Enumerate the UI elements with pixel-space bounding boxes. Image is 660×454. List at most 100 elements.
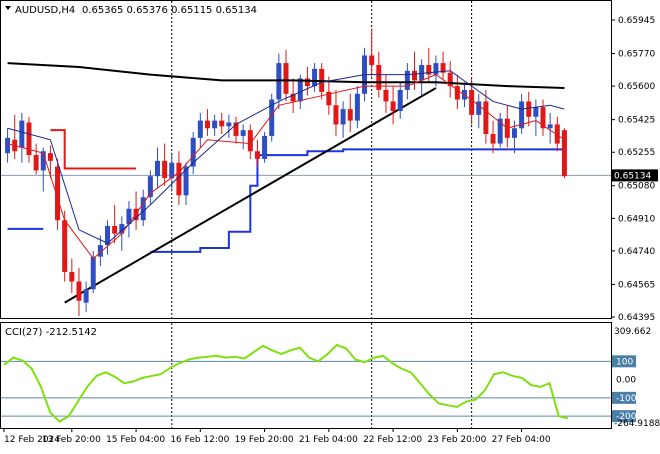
collapse-arrow-icon[interactable] (5, 6, 11, 10)
bull-candle (476, 101, 482, 115)
bull-candle (419, 65, 425, 81)
bull-candle (404, 70, 410, 90)
bear-candle (383, 89, 389, 102)
bull-candle (169, 162, 175, 179)
bull-candle (212, 120, 218, 129)
bull-candle (547, 124, 553, 129)
time-tick-label: 21 Feb 04:00 (299, 435, 358, 445)
bull-candle (226, 122, 232, 127)
grid (171, 1, 473, 428)
current-price-label: 0.65134 (614, 171, 651, 181)
indicator-scale-top: 309.662 (614, 327, 651, 337)
bear-candle (26, 122, 32, 156)
main-chart-frame (0, 0, 612, 319)
bull-candle (340, 109, 346, 125)
cci-level-badge (612, 391, 636, 404)
bull-candle (511, 128, 517, 138)
bear-candle (483, 101, 489, 135)
bear-candle (62, 220, 68, 272)
price-tick-label: 0.64740 (618, 247, 655, 257)
bear-candle (162, 160, 168, 179)
bull-candle (354, 93, 360, 121)
bull-candle (497, 118, 503, 144)
bear-candle (176, 162, 182, 196)
bull-candle (240, 130, 246, 136)
bull-candle (5, 137, 11, 154)
bull-candle (40, 151, 46, 171)
ohlc-readout: 0.65365 0.65376 0.65115 0.65134 (82, 5, 257, 16)
bear-candle (133, 208, 139, 221)
cci-level-badge (612, 355, 636, 368)
bull-candle (147, 176, 153, 198)
bull-candle (83, 289, 89, 303)
bear-candle (290, 93, 296, 102)
symbol-label: AUDUSD,H4 (15, 5, 75, 16)
cci-tick-label: 0.00 (616, 376, 636, 386)
bear-candle (219, 120, 225, 127)
resistance-step-line (50, 129, 137, 170)
candlesticks (5, 28, 567, 317)
bear-candle (440, 63, 446, 73)
indicator-frame (0, 322, 612, 429)
time-tick-label: 15 Feb 04:00 (106, 435, 165, 445)
cci-tick-label: -200 (616, 412, 637, 422)
price-tick-label: 0.65080 (618, 182, 655, 192)
bear-candle (561, 130, 567, 177)
bear-candle (112, 225, 118, 234)
price-tick-label: 0.64910 (618, 214, 655, 224)
moving-averages (7, 62, 565, 260)
indicator-scale-bottom: -264.9188 (614, 419, 660, 429)
bull-candle (90, 256, 96, 290)
current-price-badge (612, 169, 658, 182)
bear-candle (426, 65, 432, 75)
bear-candle (412, 70, 418, 81)
bear-candle (69, 271, 75, 282)
indicator-label: CCI(27) -212.5142 (5, 327, 97, 338)
time-tick-label: 22 Feb 12:00 (363, 435, 422, 445)
bull-candle (126, 208, 132, 225)
bear-candle (376, 65, 382, 90)
cci-tick-label: 100 (616, 357, 633, 367)
bear-candle (447, 72, 453, 87)
support-step-line (150, 148, 565, 253)
time-tick-label: 12 Feb 2024 (4, 435, 60, 445)
bear-candle (204, 120, 210, 129)
mid-ma-line (7, 70, 565, 244)
long-ma-line (7, 62, 565, 90)
bear-candle (490, 134, 496, 144)
price-levels (1, 87, 611, 304)
time-tick-label: 19 Feb 20:00 (235, 435, 294, 445)
bull-candle (119, 224, 125, 234)
bear-candle (454, 86, 460, 100)
bear-candle (283, 63, 289, 94)
bear-candle (540, 107, 546, 129)
bull-candle (397, 89, 403, 112)
price-axis: 0.65945 0.65770 0.65600 0.65425 0.65255 0.650… (611, 16, 655, 323)
cci-line (3, 343, 569, 423)
bull-candle (312, 68, 318, 87)
bull-candle (140, 197, 146, 221)
time-tick-label: 23 Feb 20:00 (427, 435, 486, 445)
bull-candle (105, 225, 111, 246)
bear-candle (333, 105, 339, 125)
trendline[interactable] (64, 87, 437, 304)
bear-candle (347, 109, 353, 121)
bull-candle (297, 78, 303, 102)
bear-candle (469, 89, 475, 115)
bull-candle (433, 63, 439, 75)
bear-candle (390, 101, 396, 112)
cci-tick-label: -100 (616, 394, 637, 404)
price-tick-label: 0.65255 (618, 148, 655, 158)
price-tick-label: 0.65770 (618, 50, 655, 60)
price-tick-label: 0.64395 (618, 313, 655, 323)
fast-ma-line (7, 74, 565, 260)
bull-candle (190, 137, 196, 167)
bull-candle (519, 101, 525, 129)
bull-candle (269, 99, 275, 136)
bear-candle (33, 155, 39, 171)
bear-candle (254, 151, 260, 159)
bull-candle (262, 135, 268, 159)
